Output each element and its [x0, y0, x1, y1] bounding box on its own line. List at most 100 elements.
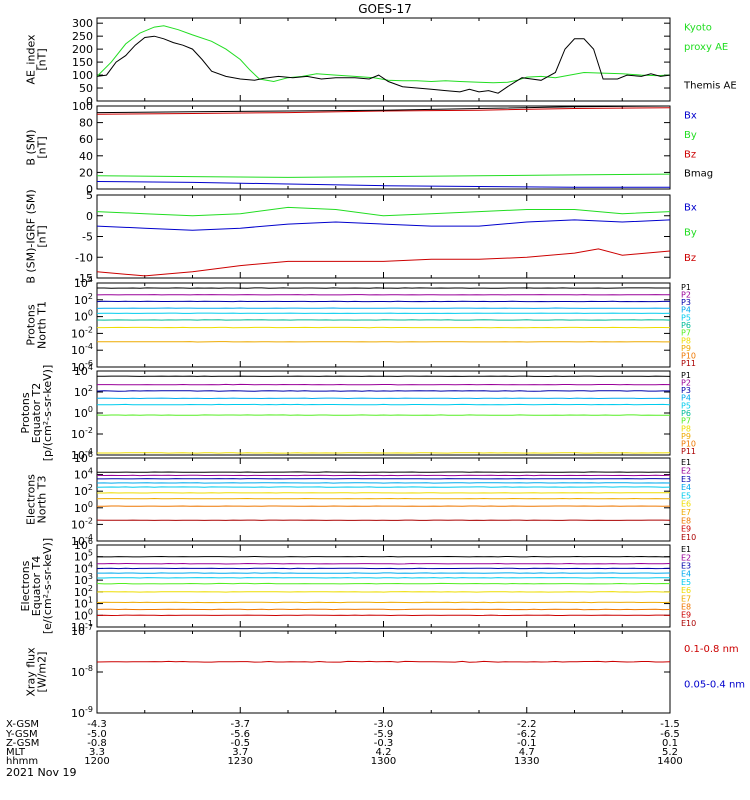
series-line-kyoto-proxy-ae: [96, 25, 671, 84]
legend-entry: Bx: [684, 111, 697, 122]
y-tick-label: -10: [75, 251, 93, 264]
legend-entry: By: [684, 228, 697, 239]
y-tick-label: 10-7: [71, 623, 93, 638]
legend-entry: E3: [681, 562, 691, 571]
y-tick-label: 60: [79, 133, 93, 146]
y-tick-label: 10-2: [71, 516, 93, 531]
y-axis-label: Equator T2: [30, 383, 43, 443]
legend-entry: P10: [681, 352, 696, 361]
date-label: 2021 Nov 19: [6, 766, 76, 779]
legend-entry: proxy AE: [684, 42, 728, 53]
y-tick-label: 10-9: [71, 705, 93, 720]
legend-entry: P8: [681, 424, 691, 433]
legend-entry: Bmag: [684, 169, 713, 180]
ephemeris-row-label: MLT: [6, 747, 26, 758]
ephemeris-value: 5.2: [662, 747, 678, 758]
y-axis-label: Xray flux: [25, 647, 38, 697]
panel-frame: [96, 194, 671, 279]
y-tick-label: 0: [86, 183, 93, 196]
y-tick-label: 100: [74, 405, 93, 420]
y-tick-label: 50: [79, 82, 93, 95]
ephemeris-value: 4.2: [376, 747, 392, 758]
ephemeris-value: -0.1: [517, 738, 537, 749]
legend-entry: P2: [681, 378, 691, 387]
legend-entry: E4: [681, 570, 691, 579]
legend-entry: E2: [681, 553, 691, 562]
y-tick-label: 102: [74, 292, 93, 307]
legend-entry: P11: [681, 359, 696, 368]
y-tick-label: 150: [72, 56, 93, 69]
ephemeris-value: 3.3: [89, 747, 105, 758]
y-tick-label: 100: [74, 500, 93, 515]
series-line-e3: [96, 567, 671, 570]
legend-entry: P11: [681, 447, 696, 456]
panel-frame: [96, 282, 671, 368]
legend-entry: E7: [681, 594, 691, 603]
legend-entry: P7: [681, 329, 691, 338]
panel-bigrf: -15 -10 -5 0 5 B (SM)-IGRF (SM)[nT] Bx By Bz: [25, 189, 697, 285]
legend-entry: E10: [681, 619, 696, 628]
legend-entry: P3: [681, 298, 691, 307]
legend-entry: P9: [681, 432, 691, 441]
panel-frame: [96, 630, 671, 714]
ephemeris-value: -1.5: [660, 719, 680, 730]
legend-entry: E6: [681, 586, 691, 595]
series-line-e9: [96, 608, 671, 611]
ephemeris-value: 4.7: [519, 747, 535, 758]
y-tick-label: 102: [74, 384, 93, 399]
y-tick-label: 100: [74, 309, 93, 324]
y-axis-label: [p/(cm²-s-sr-keV)]: [41, 365, 54, 462]
y-tick-label: 20: [79, 166, 93, 179]
y-tick-label: 10-2: [71, 426, 93, 441]
legend-entry: P10: [681, 440, 696, 449]
panel-frame: [96, 370, 671, 456]
ephemeris-value: 0.1: [662, 738, 678, 749]
legend-entry: By: [684, 130, 697, 141]
legend-entry: E1: [681, 545, 691, 554]
legend-entry: Kyoto: [684, 23, 712, 34]
y-tick-label: 80: [79, 117, 93, 130]
legend-entry: E2: [681, 466, 691, 475]
legend-entry: P1: [681, 371, 691, 380]
y-axis-label: [nT]: [36, 225, 49, 247]
legend-entry: E9: [681, 525, 691, 534]
y-tick-label: 104: [74, 467, 93, 482]
y-tick-label: 100: [72, 69, 93, 82]
y-tick-label: 200: [72, 43, 93, 56]
legend-entry: E5: [681, 491, 691, 500]
y-tick-label: 300: [72, 17, 93, 30]
series-line-bmag: [96, 105, 671, 114]
legend-entry: E3: [681, 475, 691, 484]
series-line-e6: [96, 582, 671, 585]
y-tick-label: 104: [74, 275, 93, 290]
y-axis-label: Protons: [25, 304, 38, 345]
series-line-bz: [96, 107, 671, 115]
legend-entry: P5: [681, 401, 691, 410]
ephemeris-value: -3.0: [374, 719, 394, 730]
legend-entry: 0.1-0.8 nm: [684, 644, 739, 655]
legend-entry: P2: [681, 290, 691, 299]
y-axis-label: North T1: [36, 301, 49, 349]
series-line-bz: [96, 248, 671, 277]
y-tick-label: 104: [74, 363, 93, 378]
ephemeris-value: -0.8: [87, 738, 107, 749]
legend-entry: E4: [681, 483, 691, 492]
legend-entry: P9: [681, 344, 691, 353]
legend-entry: E5: [681, 578, 691, 587]
legend-entry: E6: [681, 500, 691, 509]
ephemeris-row-label: X-GSM: [6, 719, 39, 730]
legend-entry: E1: [681, 458, 691, 467]
y-axis-label: B (SM): [25, 129, 38, 165]
series-line-e7: [96, 591, 670, 593]
y-tick-label: -15: [75, 272, 93, 285]
ephemeris-row-label: Z-GSM: [6, 738, 39, 749]
panel-frame: [96, 457, 671, 542]
legend-entry: Themis AE: [683, 81, 737, 92]
ephemeris-value: 3.7: [232, 747, 248, 758]
series-line-p2: [97, 383, 671, 386]
y-tick-label: 0: [86, 210, 93, 223]
panel-et4: 10-1100101102103104105106ElectronsEquato…: [19, 537, 696, 634]
panel-xray: 10-9 10-8 10-7 Xray flux[W/m2] 0.1-0.8 nm 0.0…: [25, 623, 746, 720]
